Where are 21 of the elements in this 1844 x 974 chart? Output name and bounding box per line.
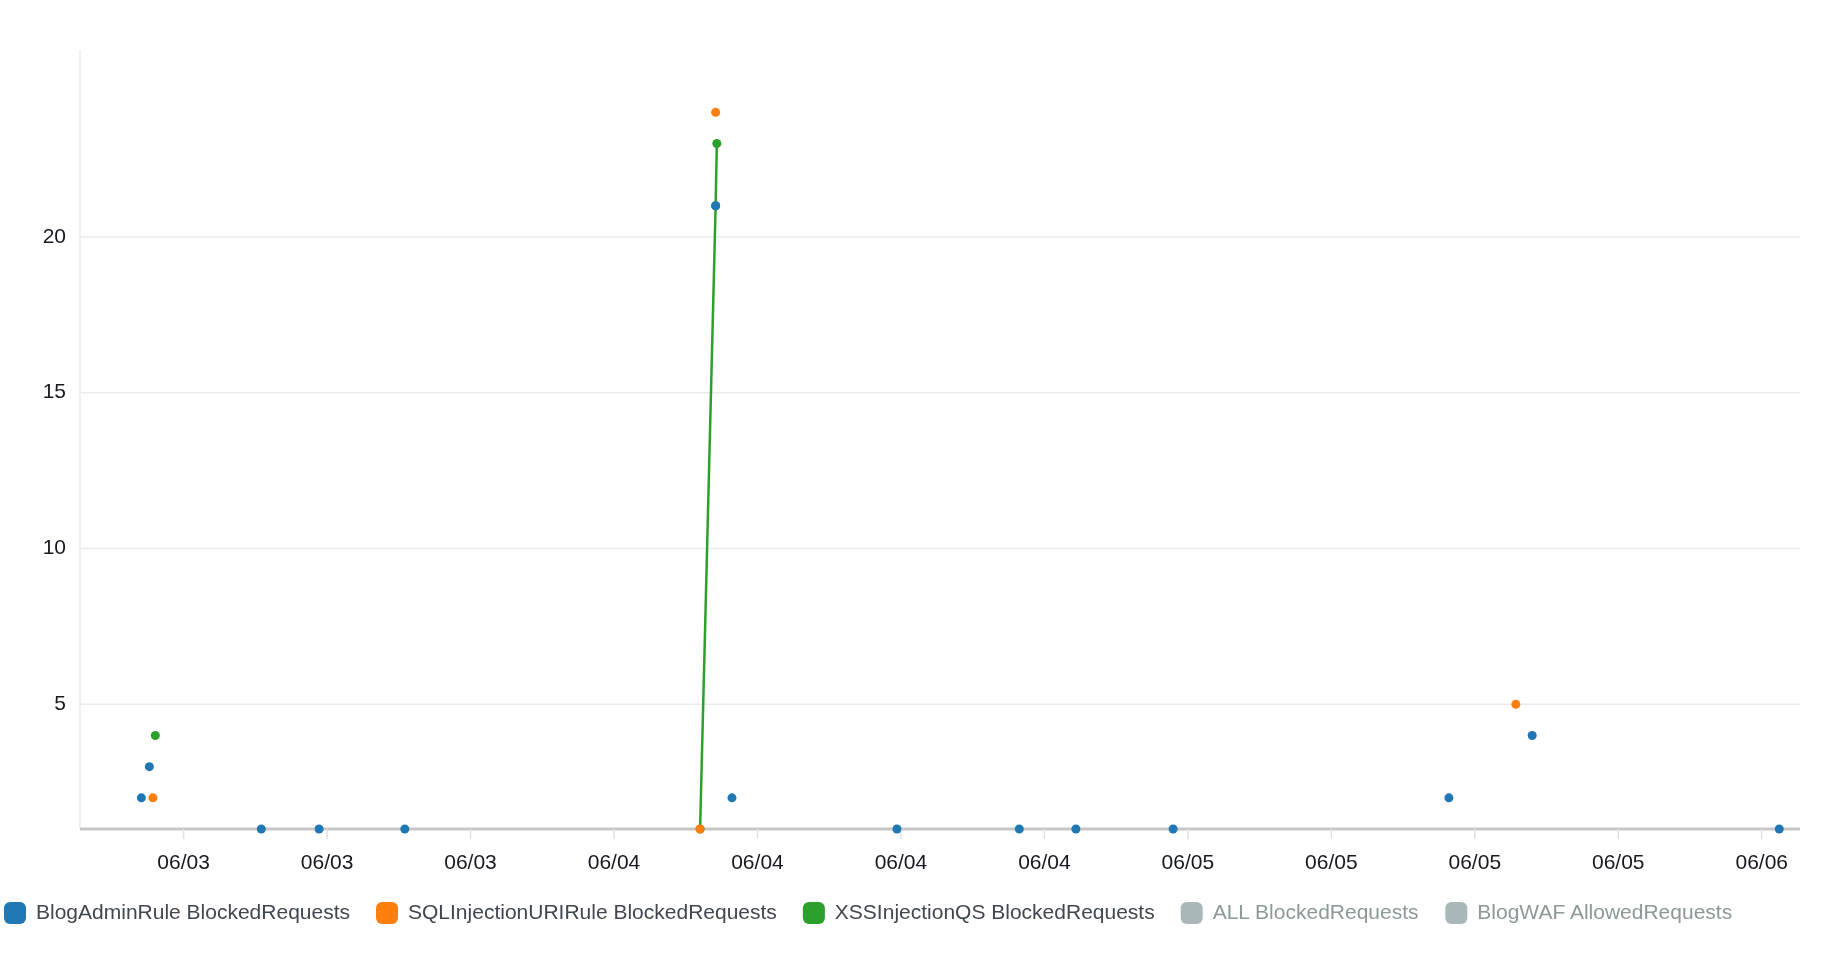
x-tick-label: 06/05 bbox=[1448, 850, 1502, 873]
legend-label: SQLInjectionURIRule BlockedRequests bbox=[408, 899, 777, 923]
y-tick-label: 5 bbox=[54, 690, 66, 714]
y-tick-label: 15 bbox=[42, 379, 66, 403]
x-tick-label: 06/04 bbox=[587, 850, 641, 873]
x-tick-label: 06/04 bbox=[1018, 850, 1071, 873]
x-tick-label: 06/03 bbox=[157, 850, 210, 873]
x-tick-label: 06/05 bbox=[1591, 850, 1645, 873]
y-tick-label: 20 bbox=[42, 223, 66, 247]
x-tick-label: 06/06 bbox=[1735, 850, 1789, 873]
y-tick-label: 10 bbox=[42, 535, 66, 559]
legend-label: ALL BlockedRequests bbox=[1212, 899, 1419, 923]
x-tick-label: 06/05 bbox=[1305, 850, 1358, 873]
legend-label: BlogWAF AllowedRequests bbox=[1477, 899, 1733, 923]
x-tick-label: 06/03 bbox=[300, 850, 354, 873]
x-tick-label: 06/03 bbox=[444, 850, 497, 873]
x-tick-label: 06/05 bbox=[1161, 850, 1215, 873]
x-tick-label: 06/04 bbox=[731, 850, 785, 873]
legend-label: BlogAdminRule BlockedRequests bbox=[36, 899, 351, 923]
x-tick-label: 06/04 bbox=[874, 850, 928, 873]
legend-label: XSSInjectionQS BlockedRequests bbox=[834, 899, 1155, 923]
